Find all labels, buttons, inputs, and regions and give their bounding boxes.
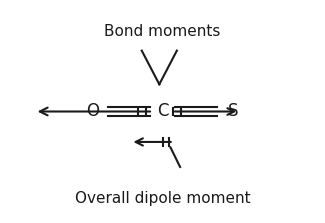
Text: Overall dipole moment: Overall dipole moment	[75, 191, 250, 206]
Text: C: C	[157, 103, 168, 120]
Text: O: O	[86, 103, 99, 120]
Text: Bond moments: Bond moments	[104, 24, 221, 39]
Text: S: S	[227, 103, 238, 120]
